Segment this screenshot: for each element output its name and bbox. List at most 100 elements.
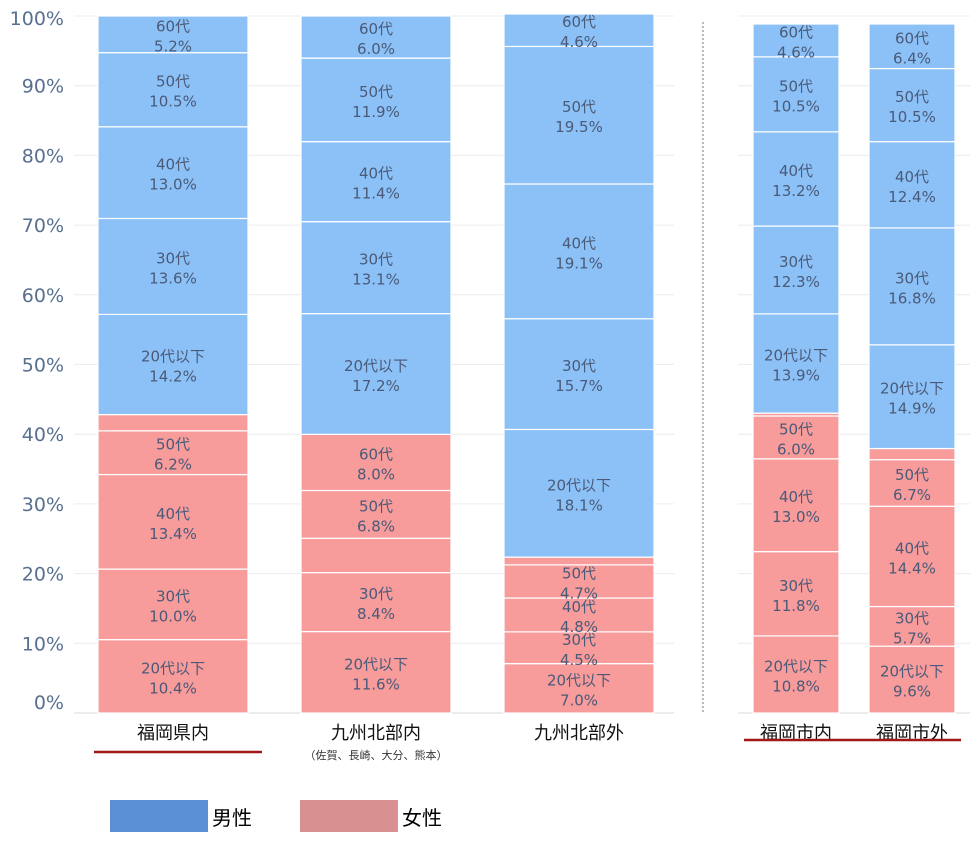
segment-value-label: 10.5% (149, 93, 197, 111)
segment-age-label: 30代 (359, 585, 393, 603)
x-category-label: 九州北部外 (534, 723, 624, 744)
segment-value-label: 5.2% (154, 37, 192, 55)
bar-segment-female (752, 458, 840, 553)
bar-segment-female (300, 537, 452, 574)
bar-segment-male (752, 313, 840, 414)
segment-value-label: 19.1% (555, 254, 603, 272)
segment-value-label: 6.0% (777, 440, 815, 458)
segment-age-label: 60代 (895, 29, 929, 47)
y-tick-label: 60% (22, 285, 64, 307)
segment-value-label: 19.5% (555, 118, 603, 136)
segment-value-label: 8.4% (357, 605, 395, 623)
segment-value-label: 6.2% (154, 456, 192, 474)
bar-segment-female (868, 505, 956, 608)
segment-age-label: 20代以下 (344, 655, 408, 673)
segment-age-label: 30代 (562, 631, 596, 649)
segment-age-label: 30代 (562, 357, 596, 375)
bar-segment-female (503, 556, 655, 566)
legend-label-male: 男性 (212, 805, 252, 830)
segment-age-label: 20代以下 (764, 657, 828, 675)
bar-segment-male (300, 141, 452, 223)
y-tick-label: 90% (22, 76, 64, 98)
segment-value-label: 10.5% (888, 108, 936, 126)
bar-segment-male (97, 217, 249, 316)
segment-age-label: 20代以下 (344, 357, 408, 375)
segment-value-label: 7.0% (560, 691, 598, 709)
x-category-sublabel: （佐賀、長崎、大分、熊本） (305, 748, 448, 762)
bar-segment-male (752, 225, 840, 315)
segment-age-label: 50代 (156, 73, 190, 91)
segment-age-label: 40代 (895, 539, 929, 557)
segment-value-label: 4.8% (560, 618, 598, 636)
bar-segment-female (503, 663, 655, 714)
x-category-label: 九州北部内 (331, 723, 421, 744)
segment-value-label: 10.4% (149, 679, 197, 697)
segment-value-label: 13.0% (149, 176, 197, 194)
bar-segment-female (868, 645, 956, 714)
y-tick-label: 20% (22, 564, 64, 586)
segment-value-label: 4.7% (560, 584, 598, 602)
bar-segment-male (868, 23, 956, 70)
legend-swatch-female (300, 800, 398, 832)
bar-segment-male (503, 428, 655, 558)
segment-value-label: 6.0% (357, 40, 395, 58)
segment-age-label: 30代 (359, 251, 393, 269)
segment-age-label: 20代以下 (880, 380, 944, 398)
segment-value-label: 12.3% (772, 273, 820, 291)
y-tick-label: 10% (22, 633, 64, 655)
segment-age-label: 30代 (895, 269, 929, 287)
bar-segment-female (300, 630, 452, 714)
bar-segment-female (300, 572, 452, 633)
segment-age-label: 30代 (156, 249, 190, 267)
bar-segment-female (97, 413, 249, 432)
segment-age-label: 50代 (895, 466, 929, 484)
segment-value-label: 13.1% (352, 271, 400, 289)
segment-age-label: 30代 (779, 253, 813, 271)
bar-segment-male (503, 13, 655, 48)
bar-segment-female (752, 551, 840, 637)
segment-age-label: 40代 (562, 234, 596, 252)
bar-segment-male (97, 52, 249, 128)
segment-value-label: 13.0% (772, 508, 820, 526)
bar-segment-male (868, 344, 956, 450)
segment-value-label: 11.6% (352, 675, 400, 693)
bar-segment-female (300, 433, 452, 492)
segment-age-label: 40代 (156, 156, 190, 174)
bar-segment-male (868, 141, 956, 229)
segment-age-label: 40代 (779, 488, 813, 506)
bar-segment-male (752, 23, 840, 58)
segment-age-label: 30代 (895, 609, 929, 627)
segment-value-label: 13.9% (772, 367, 820, 385)
y-tick-label: 30% (22, 494, 64, 516)
segment-value-label: 17.2% (352, 377, 400, 395)
bar-segment-male (97, 15, 249, 54)
legend-swatch-male (110, 800, 208, 832)
segment-age-label: 60代 (359, 445, 393, 463)
segment-age-label: 40代 (895, 168, 929, 186)
bar-segment-male (300, 57, 452, 143)
segment-value-label: 4.6% (777, 43, 815, 61)
segment-age-label: 50代 (895, 88, 929, 106)
segment-age-label: 20代以下 (141, 348, 205, 366)
segment-value-label: 8.0% (357, 465, 395, 483)
bar-segment-male (300, 15, 452, 59)
segment-age-label: 50代 (562, 98, 596, 116)
y-tick-label: 40% (22, 424, 64, 446)
y-tick-label: 50% (22, 355, 64, 377)
bar-segment-male (97, 313, 249, 416)
segment-value-label: 6.4% (893, 49, 931, 67)
segment-value-label: 11.4% (352, 185, 400, 203)
segment-value-label: 12.4% (888, 188, 936, 206)
segment-age-label: 30代 (779, 577, 813, 595)
y-tick-label: 100% (10, 8, 64, 30)
segment-age-label: 20代以下 (880, 663, 944, 681)
legend-label-female: 女性 (402, 805, 442, 830)
segment-age-label: 30代 (156, 587, 190, 605)
bar-segment-female (868, 459, 956, 507)
segment-age-label: 20代以下 (764, 347, 828, 365)
segment-value-label: 18.1% (555, 496, 603, 514)
segment-value-label: 11.8% (772, 597, 820, 615)
bar-segment-male (868, 227, 956, 346)
segment-age-label: 50代 (359, 83, 393, 101)
